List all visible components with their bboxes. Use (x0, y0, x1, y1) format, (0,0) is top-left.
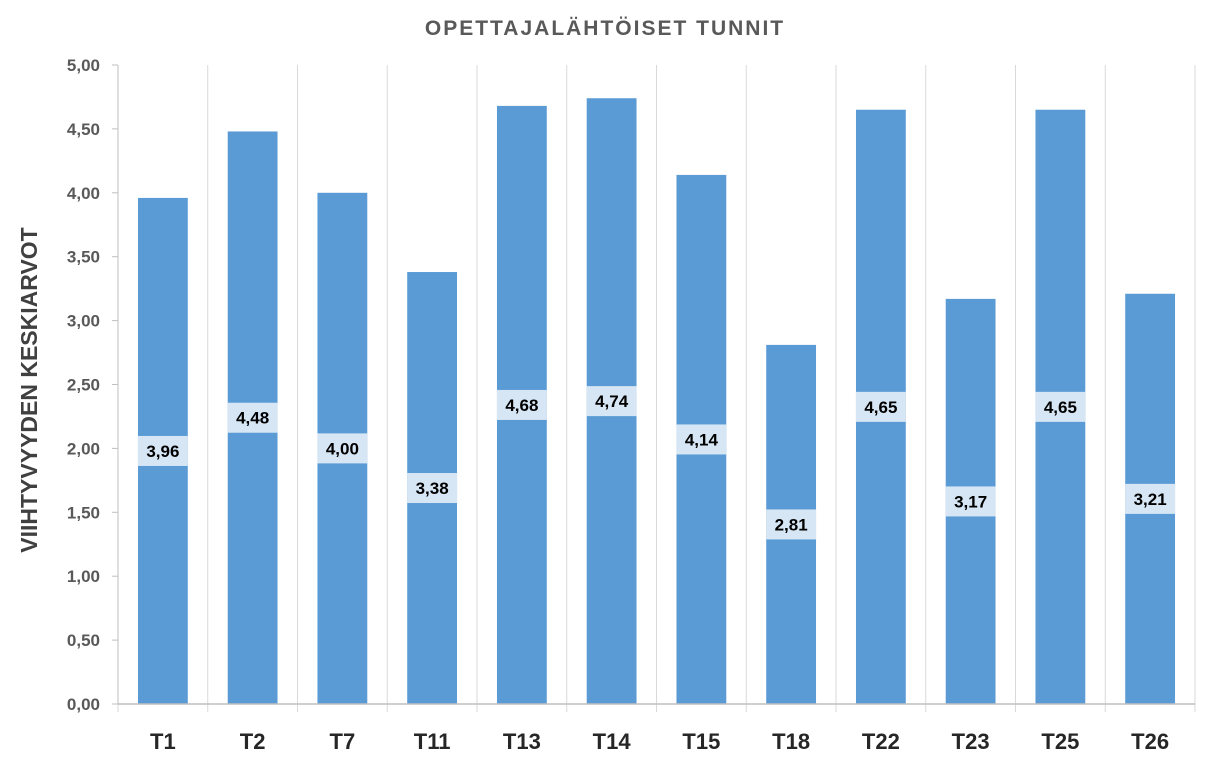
data-label: 3,38 (416, 479, 449, 498)
data-label-background (676, 424, 727, 455)
y-tick-label: 2,50 (67, 376, 100, 395)
y-tick-label: 4,50 (67, 120, 100, 139)
data-label-background (137, 435, 188, 466)
data-label-background (1035, 391, 1086, 422)
y-tick-label: 1,50 (67, 503, 100, 522)
y-tick-label: 2,00 (67, 439, 100, 458)
data-label: 3,17 (954, 492, 987, 511)
x-tick-label: T7 (330, 729, 356, 754)
y-tick-label: 3,00 (67, 312, 100, 331)
y-axis-title: VIIHTYVYYDEN KESKIARVOT (16, 227, 42, 552)
y-tick-label: 3,50 (67, 248, 100, 267)
data-labels: 3,96 4,48 4,00 3,38 4,68 4,74 4,14 2,81 4,65 3,17… (137, 386, 1176, 540)
y-tick-label: 5,00 (67, 56, 100, 75)
y-tick-label: 1,00 (67, 567, 100, 586)
data-label: 4,65 (1044, 398, 1077, 417)
data-label: 3,21 (1134, 490, 1167, 509)
x-tick-label: T23 (952, 729, 990, 754)
data-label: 4,14 (685, 430, 719, 449)
y-tick-labels: 0,00 0,50 1,00 1,50 2,00 2,50 3,00 3,50 4,00 4,50… (67, 56, 100, 714)
x-tick-label: T2 (240, 729, 266, 754)
data-label: 4,48 (236, 409, 269, 428)
data-label-background (496, 389, 547, 420)
x-tick-label: T18 (772, 729, 810, 754)
x-tick-label: T14 (593, 729, 632, 754)
data-label: 4,00 (326, 439, 359, 458)
x-tick-label: T15 (682, 729, 720, 754)
data-label-background (407, 473, 458, 504)
x-tick-label: T25 (1041, 729, 1079, 754)
x-tick-label: T22 (862, 729, 900, 754)
data-label-background (766, 509, 817, 540)
x-tick-label: T13 (503, 729, 541, 754)
x-tick-label: T26 (1131, 729, 1169, 754)
y-tick-label: 0,00 (67, 695, 100, 714)
axes (112, 64, 1195, 705)
data-label-background (855, 391, 906, 422)
data-label-background (586, 386, 637, 417)
x-tick-label: T1 (150, 729, 176, 754)
grid-lines (117, 65, 1196, 712)
data-label-background (1125, 483, 1176, 514)
y-tick-label: 0,50 (67, 631, 100, 650)
data-label: 3,96 (146, 442, 179, 461)
x-tick-label: T11 (414, 729, 451, 754)
data-label: 2,81 (775, 515, 808, 534)
y-tick-label: 4,00 (67, 184, 100, 203)
data-label-background (227, 402, 278, 433)
data-label: 4,65 (864, 398, 897, 417)
data-label: 4,74 (595, 392, 629, 411)
data-label-background (945, 486, 996, 517)
data-label: 4,68 (505, 396, 538, 415)
chart-title: OPETTAJALÄHTÖISET TUNNIT (425, 17, 785, 40)
data-label-background (317, 433, 368, 464)
x-tick-labels: T1 T2 T7 T11 T13 T14 T15 T18 T22 T23 T25 T26 (150, 729, 1169, 754)
